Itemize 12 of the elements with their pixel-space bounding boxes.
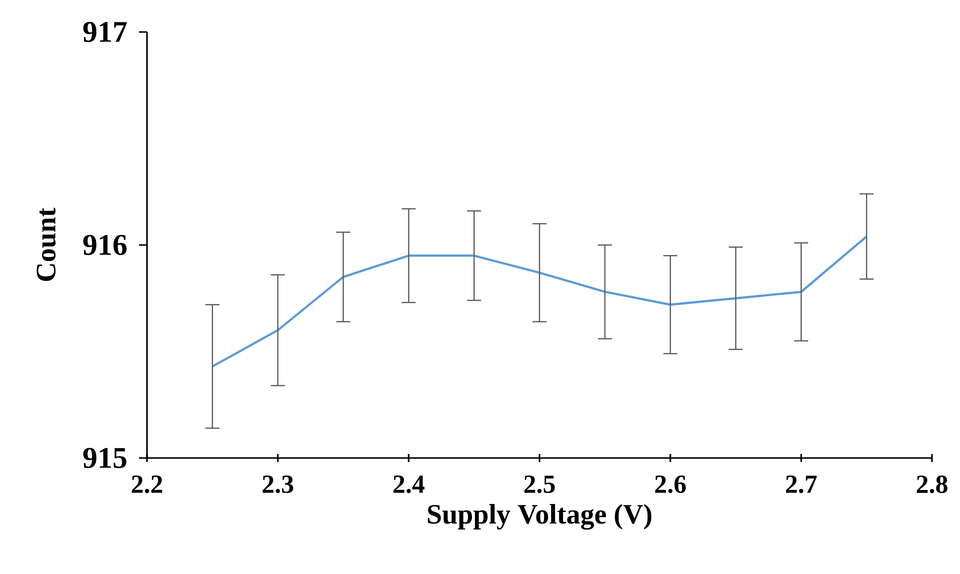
x-tick-label: 2.4 — [394, 476, 424, 494]
x-tick-label: 2.3 — [262, 476, 294, 494]
x-tick-label: 2.2 — [132, 476, 162, 494]
x-tick-label: 2.8 — [916, 476, 948, 494]
x-tick-label: 2.6 — [655, 476, 686, 494]
y-tick-label: 915 — [83, 448, 126, 468]
y-tick-label: 916 — [83, 234, 127, 256]
x-axis-title: Supply Voltage (V) — [428, 504, 652, 530]
y-axis-title: Count — [36, 208, 56, 281]
y-tick-label: 917 — [83, 22, 127, 42]
x-tick-label: 2.7 — [786, 476, 817, 494]
x-tick-label: 2.5 — [524, 476, 555, 494]
